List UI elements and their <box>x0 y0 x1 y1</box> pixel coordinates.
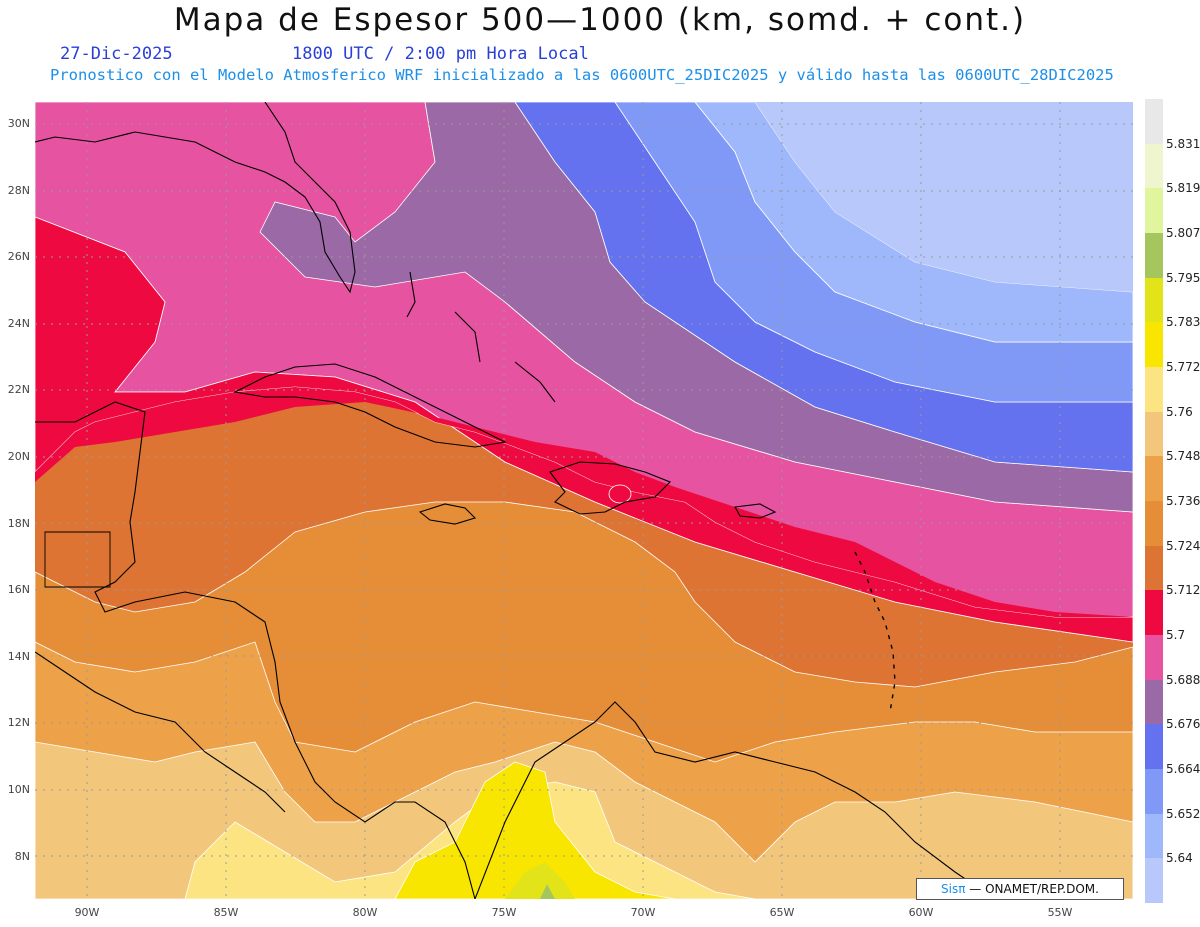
lat-label: 26N <box>7 250 30 264</box>
colorbar-segment <box>1145 367 1163 412</box>
band-5795 <box>505 862 575 899</box>
lat-label: 20N <box>7 450 30 463</box>
credit-text: — ONAMET/REP.DOM. <box>965 882 1099 896</box>
forecast-date: 27-Dic-2025 <box>60 44 173 64</box>
lat-label: 12N <box>7 716 30 730</box>
colorbar-label: 5.64 <box>1166 851 1193 866</box>
lat-label: 24N <box>7 316 30 330</box>
colorbar-label: 5.76 <box>1166 404 1193 419</box>
lon-label: 55W <box>1047 906 1073 919</box>
thickness-map <box>35 102 1133 899</box>
colorbar-label: 5.652 <box>1166 806 1200 821</box>
colorbar-label: 5.748 <box>1166 449 1200 464</box>
lat-label: 30N <box>7 117 30 130</box>
lon-label: 80W <box>352 906 378 919</box>
colorbar-segment <box>1145 813 1163 859</box>
colorbar-label: 5.676 <box>1166 717 1200 732</box>
lat-label: 28N <box>7 183 30 197</box>
colorbar <box>1145 99 1163 903</box>
colorbar-segment <box>1145 277 1163 323</box>
colorbar-segment <box>1145 679 1163 725</box>
lon-label: 60W <box>908 906 934 919</box>
colorbar-segment <box>1145 769 1163 814</box>
sispi-logo: Sisπ <box>941 882 966 896</box>
lon-label: 85W <box>213 906 239 919</box>
colorbar-segment <box>1145 456 1163 501</box>
colorbar-segment <box>1145 501 1163 546</box>
colorbar-label: 5.807 <box>1166 226 1200 240</box>
forecast-time: 1800 UTC / 2:00 pm Hora Local <box>292 44 589 64</box>
colorbar-segment <box>1145 545 1163 591</box>
coastlines <box>35 102 996 899</box>
map-title: Mapa de Espesor 500—1000 (km, somd. + co… <box>173 2 1027 38</box>
colorbar-label: 5.664 <box>1166 762 1200 776</box>
colorbar-segment <box>1145 233 1163 278</box>
lat-label: 18N <box>7 516 30 530</box>
colorbar-label: 5.736 <box>1166 494 1200 508</box>
lon-label: 90W <box>74 906 100 919</box>
colorbar-label: 5.688 <box>1166 672 1200 687</box>
colorbar-segment <box>1145 322 1163 367</box>
colorbar-label: 5.712 <box>1166 583 1200 598</box>
colorbar-segment <box>1145 590 1163 635</box>
colorbar-segment <box>1145 143 1163 189</box>
colorbar-label: 5.795 <box>1166 270 1200 285</box>
colorbar-segment <box>1145 858 1163 903</box>
lon-label: 75W <box>491 906 517 919</box>
colorbar-label: 5.724 <box>1166 538 1200 553</box>
lat-label: 16N <box>7 583 30 597</box>
colorbar-segment <box>1145 724 1163 769</box>
lat-label: 14N <box>7 649 30 663</box>
band-5640 <box>755 102 1133 292</box>
colorbar-segment <box>1145 635 1163 680</box>
band-5652 <box>694 102 1133 343</box>
colorbar-segment <box>1145 411 1163 457</box>
hispaniola-blob <box>608 484 632 504</box>
credit-box: Sisπ — ONAMET/REP.DOM. <box>916 878 1124 900</box>
model-subtitle: Pronostico con el Modelo Atmosferico WRF… <box>50 66 1114 84</box>
lat-label: 8N <box>14 849 30 863</box>
colorbar-segment <box>1145 99 1163 144</box>
lon-label: 70W <box>630 906 656 919</box>
colorbar-label: 5.819 <box>1166 181 1200 196</box>
band-5712-lower <box>35 387 1133 617</box>
colorbar-label: 5.772 <box>1166 360 1200 374</box>
colorbar-label: 5.7 <box>1166 628 1186 642</box>
colorbar-label: 5.783 <box>1166 315 1200 330</box>
colorbar-label: 5.831 <box>1166 136 1200 151</box>
colorbar-segment <box>1145 188 1163 233</box>
lat-label: 22N <box>7 383 30 397</box>
lat-label: 10N <box>7 783 30 796</box>
lon-label: 65W <box>769 906 795 919</box>
band-5807 <box>540 884 555 899</box>
band-5783 <box>394 761 676 899</box>
